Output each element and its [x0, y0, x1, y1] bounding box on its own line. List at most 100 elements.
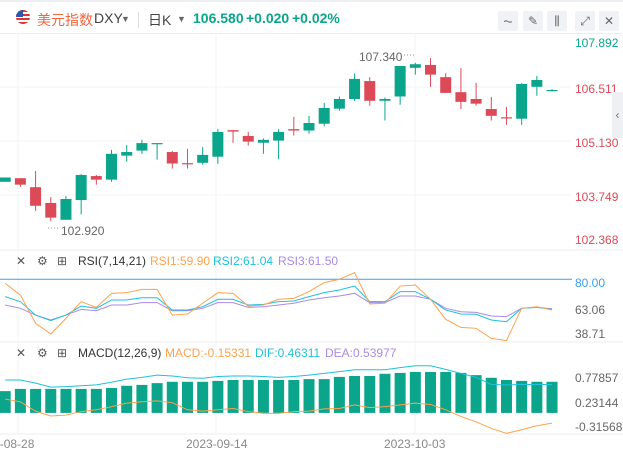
macd-bar [197, 381, 209, 413]
draw-icon[interactable]: ✎ [523, 11, 543, 31]
macd-axis-label: -0.31568 [575, 420, 623, 434]
candle-body [90, 176, 102, 180]
macd-bar [257, 380, 269, 413]
candle-body [106, 153, 118, 180]
candle-body [500, 117, 512, 119]
macd-bar [14, 388, 26, 413]
date-label: 2023-08-28 [0, 437, 35, 451]
candle-body [303, 123, 315, 131]
rsi1-value: RSI1:59.90 [150, 254, 211, 268]
macd-bar [136, 384, 148, 413]
collapse-panel-tab[interactable]: ‹ [612, 92, 623, 138]
chevron-left-icon: ‹ [615, 108, 620, 122]
macd-bar [212, 380, 224, 413]
macd-bar [409, 372, 421, 413]
price-axis-label: 106.511 [575, 82, 618, 96]
macd-bar [0, 391, 11, 413]
macd-bar [349, 376, 361, 413]
candle-body [151, 143, 163, 145]
candle-body [409, 64, 421, 68]
candle-body [485, 109, 497, 116]
settings-icon[interactable]: ⚙ [37, 346, 48, 360]
candle-body [60, 198, 72, 220]
dif-line [5, 365, 553, 388]
macd-bar [288, 380, 300, 413]
candle-type-icon[interactable]: ⫼ [547, 11, 567, 31]
indicator-icon[interactable]: ⏦ [498, 11, 518, 31]
candle-body [197, 154, 209, 163]
candle-body [379, 98, 391, 101]
price-axis-label: 105.130 [575, 136, 619, 150]
expand-icon[interactable]: ⤢ [575, 11, 595, 31]
us-flag-icon [16, 10, 30, 24]
close-icon[interactable]: ✕ [599, 11, 619, 31]
candle-body [30, 187, 42, 206]
macd-plot [0, 365, 558, 434]
instrument-name: 美元指数 [37, 12, 93, 28]
candle-body [288, 129, 300, 131]
macd-bar [60, 388, 72, 413]
macd-bar [242, 380, 254, 413]
rsi-axis-label: 38.71 [575, 327, 606, 341]
rsi2-line [5, 285, 553, 323]
macd-value: MACD:-0.15331 [165, 346, 252, 360]
rsi-axis-label: 80.00 [575, 276, 606, 290]
price-change: +0.020 [246, 10, 290, 26]
high-annotation: 107.340 [359, 50, 403, 64]
dea-line [5, 398, 553, 434]
macd-bar [379, 373, 391, 413]
settings-icon[interactable]: ⚙ [37, 254, 48, 268]
macd-axis-label: 0.77857 [575, 371, 619, 385]
add-icon[interactable]: ⊞ [57, 254, 68, 268]
remove-indicator-icon[interactable]: ✕ [16, 254, 27, 268]
macd-bar [151, 383, 163, 413]
macd-bar [166, 381, 178, 413]
remove-indicator-icon[interactable]: ✕ [16, 346, 27, 360]
add-icon[interactable]: ⊞ [57, 346, 68, 360]
rsi-lines [0, 272, 572, 342]
rsi-axis-label: 63.06 [575, 303, 606, 317]
period-selector[interactable]: 日K [148, 12, 172, 28]
macd-bar [455, 372, 467, 413]
macd-axis-label: 0.23144 [575, 396, 619, 410]
macd-bar [546, 381, 558, 413]
symbol-selector[interactable]: DXY [94, 10, 123, 26]
macd-bar [531, 381, 543, 413]
macd-title: MACD(12,26,9) [78, 346, 162, 360]
date-clip: 2023-08-28 [0, 437, 60, 453]
macd-bar [30, 388, 42, 413]
candle-body [349, 78, 361, 99]
symbol-dropdown-icon[interactable]: ▼ [121, 14, 130, 24]
period-dropdown-icon[interactable]: ▼ [177, 14, 186, 24]
candle-body [546, 90, 558, 92]
candle-body [516, 83, 528, 119]
candle-body [455, 92, 467, 102]
macd-bar [90, 388, 102, 413]
macd-bar [181, 381, 193, 413]
macd-bar [106, 388, 118, 413]
candle-body [440, 77, 452, 93]
macd-bar [333, 376, 345, 413]
dif-value: DIF:0.46311 [255, 346, 321, 360]
candle-body [318, 107, 330, 124]
price-axis-label: 103.749 [575, 190, 619, 204]
candle-body [75, 174, 87, 201]
candle-body [333, 98, 345, 109]
macd-bar [440, 372, 452, 413]
macd-bar [121, 385, 133, 413]
candles [0, 54, 558, 229]
candle-body [394, 66, 406, 97]
candle-body [242, 135, 254, 142]
candle-body [136, 143, 148, 151]
candle-body [257, 139, 269, 143]
rsi3-value: RSI3:61.50 [278, 254, 339, 268]
candle-body [181, 163, 193, 165]
price-axis-label: 107.892 [575, 36, 619, 50]
candle-body [45, 202, 57, 218]
price-axis-label: 102.368 [575, 233, 619, 247]
candle-body [227, 130, 239, 132]
rsi-title: RSI(7,14,21) [78, 254, 147, 268]
candle-body [166, 152, 178, 164]
divider [138, 12, 139, 28]
